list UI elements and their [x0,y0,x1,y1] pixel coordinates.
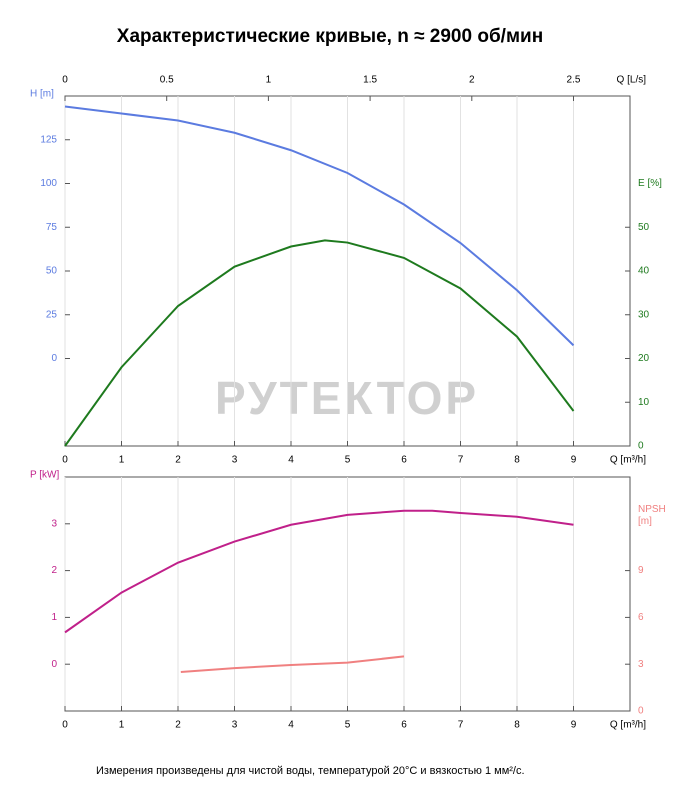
x-tick-label: 8 [514,720,520,731]
y-tick-label: 25 [46,309,58,320]
footnote: Измерения произведены для чистой воды, т… [96,765,525,777]
x-tick-label: 6 [401,455,407,466]
y2-axis-label: E [%] [638,178,662,189]
x-axis-label: Q [m³/h] [610,720,646,731]
series-line [64,239,575,447]
x-tick-label: 0 [62,455,68,466]
y-tick-label: 100 [40,178,57,189]
y-tick-label: 2 [51,565,57,576]
y2-tick-label: 0 [638,441,644,452]
y2-tick-label: 30 [638,309,650,320]
y2-tick-label: 6 [638,612,644,623]
x-tick-label: 3 [232,455,238,466]
y-axis-label: P [kW] [30,470,59,481]
y2-tick-label: 9 [638,565,644,576]
y2-tick-label: 3 [638,659,644,670]
chart-title: Характеристические кривые, n ≈ 2900 об/м… [117,26,543,47]
x-tick-label: 8 [514,455,520,466]
x-tick-label: 0 [62,720,68,731]
x-tick-label: 1 [119,720,125,731]
x2-tick-label: 2.5 [567,75,581,86]
y-tick-label: 0 [51,659,57,670]
y-axis-label: H [m] [30,89,54,100]
y2-tick-label: 20 [638,353,650,364]
y2-tick-label: 0 [638,706,644,717]
x-tick-label: 4 [288,720,294,731]
y-tick-label: 1 [51,612,57,623]
y2-axis-label: NPSH [m] [638,504,666,527]
x2-tick-label: 2 [469,75,475,86]
y-tick-label: 0 [51,353,57,364]
x2-tick-label: 1 [266,75,272,86]
x-tick-label: 5 [345,720,351,731]
x-tick-label: 4 [288,455,294,466]
y-tick-label: 125 [40,134,57,145]
x-tick-label: 7 [458,720,464,731]
x-tick-label: 3 [232,720,238,731]
y-tick-label: 75 [46,222,58,233]
x2-axis-label: Q [L/s] [617,75,647,86]
y-tick-label: 3 [51,518,57,529]
y2-tick-label: 40 [638,266,650,277]
x-tick-label: 5 [345,455,351,466]
y-tick-label: 50 [46,266,58,277]
x-tick-label: 7 [458,455,464,466]
series-line [64,509,574,634]
x-tick-label: 6 [401,720,407,731]
x-tick-label: 9 [571,455,577,466]
series-line [180,655,405,673]
x2-tick-label: 0 [62,75,68,86]
series-line [64,105,575,347]
y2-tick-label: 10 [638,397,650,408]
watermark: РУТЕКТОР [215,372,479,424]
x-tick-label: 1 [119,455,125,466]
x-tick-label: 2 [175,720,181,731]
x-tick-label: 2 [175,455,181,466]
y2-tick-label: 50 [638,222,650,233]
x2-tick-label: 0.5 [160,75,174,86]
x-axis-label: Q [m³/h] [610,455,646,466]
x2-tick-label: 1.5 [363,75,377,86]
x-tick-label: 9 [571,720,577,731]
